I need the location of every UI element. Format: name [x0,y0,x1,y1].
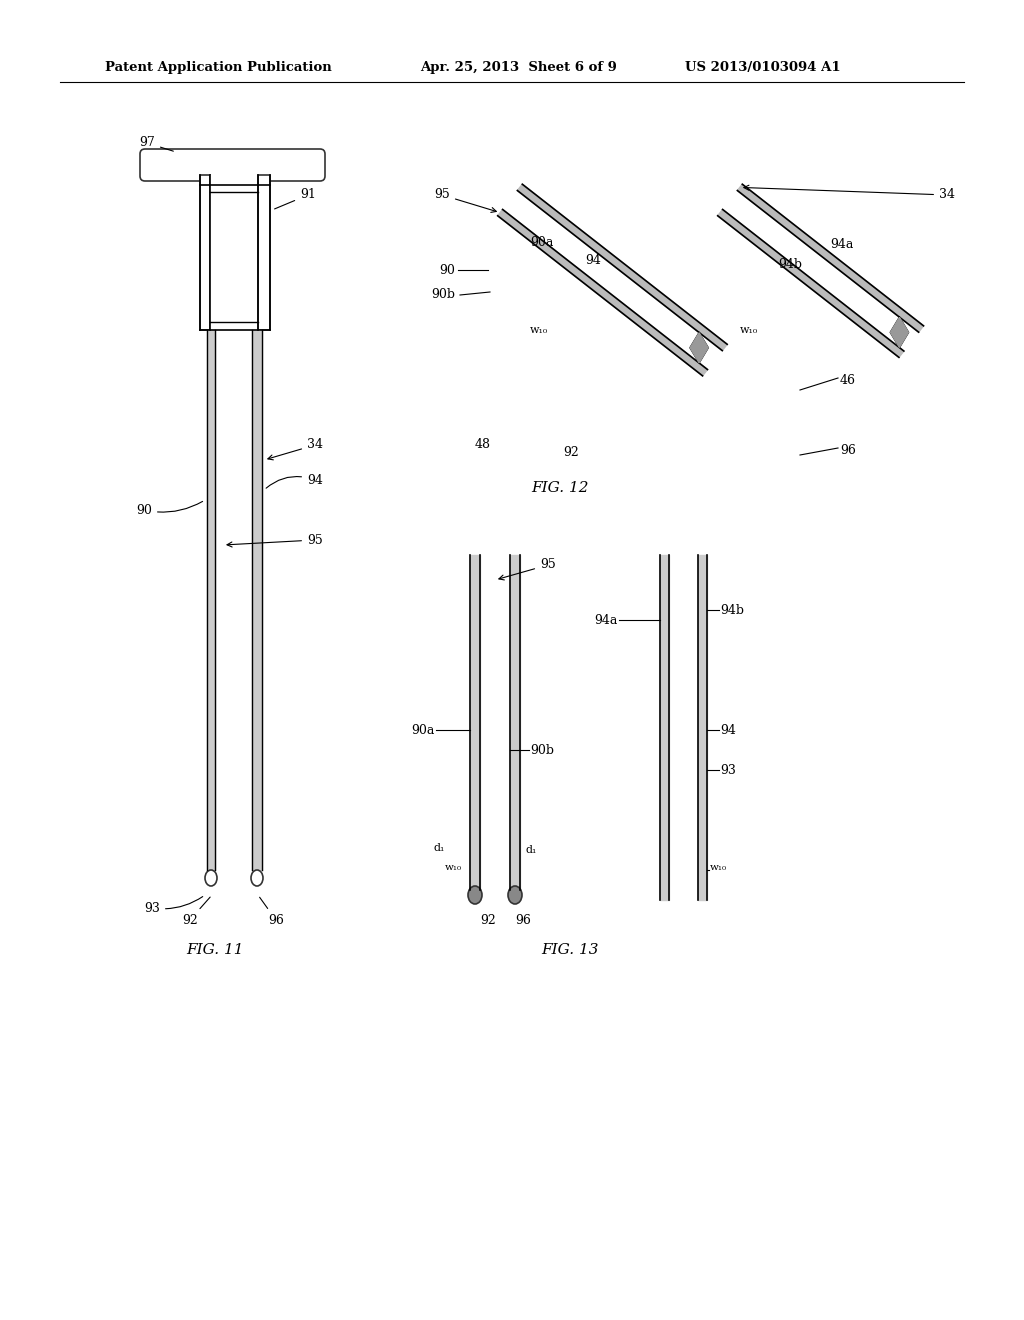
Text: 94b: 94b [778,259,802,272]
Text: 95: 95 [434,189,497,213]
Text: d₁: d₁ [433,843,445,853]
Text: 94: 94 [266,474,323,488]
Text: 90b: 90b [530,743,554,756]
Text: 46: 46 [840,374,856,387]
Text: 96: 96 [260,898,284,927]
Text: 91: 91 [274,189,315,209]
Text: 96: 96 [515,913,530,927]
Text: Patent Application Publication: Patent Application Publication [105,62,332,74]
Text: 97: 97 [139,136,173,152]
Text: 96: 96 [840,444,856,457]
Text: 90: 90 [136,502,203,516]
Polygon shape [737,185,924,333]
Text: 92: 92 [182,898,210,927]
Text: d₁: d₁ [526,845,538,855]
Text: 48: 48 [475,438,490,451]
Ellipse shape [205,870,217,886]
Text: FIG. 13: FIG. 13 [542,942,599,957]
Polygon shape [891,317,908,347]
Text: 94a: 94a [595,614,618,627]
Polygon shape [517,185,727,351]
Text: 90: 90 [439,264,455,276]
Ellipse shape [468,886,482,904]
Text: FIG. 12: FIG. 12 [531,480,589,495]
Text: 95: 95 [499,558,556,579]
Text: 90b: 90b [431,289,455,301]
Text: 92: 92 [480,913,496,927]
Text: 34: 34 [268,438,323,459]
Text: w₁₀: w₁₀ [444,863,462,873]
Text: w₁₀: w₁₀ [710,863,727,873]
Text: 93: 93 [144,896,203,915]
Text: 94b: 94b [720,603,744,616]
Text: US 2013/0103094 A1: US 2013/0103094 A1 [685,62,841,74]
Text: 34: 34 [743,185,955,202]
FancyBboxPatch shape [140,149,325,181]
Text: Apr. 25, 2013  Sheet 6 of 9: Apr. 25, 2013 Sheet 6 of 9 [420,62,616,74]
Text: 93: 93 [720,763,736,776]
Text: FIG. 11: FIG. 11 [186,942,244,957]
Ellipse shape [251,870,263,886]
Polygon shape [690,333,709,363]
Ellipse shape [508,886,522,904]
Text: 92: 92 [563,446,579,459]
Polygon shape [718,210,904,358]
Text: 94a: 94a [830,239,853,252]
Text: 94: 94 [585,253,601,267]
Text: w₁₀: w₁₀ [530,325,548,335]
Polygon shape [498,210,708,376]
Bar [210,176,258,330]
Bar [200,176,210,330]
Bar [258,176,270,330]
Text: w₁₀: w₁₀ [740,325,758,335]
Text: 95: 95 [227,533,323,546]
Text: 90a: 90a [412,723,435,737]
Text: 90a: 90a [530,236,553,249]
Text: 94: 94 [720,723,736,737]
